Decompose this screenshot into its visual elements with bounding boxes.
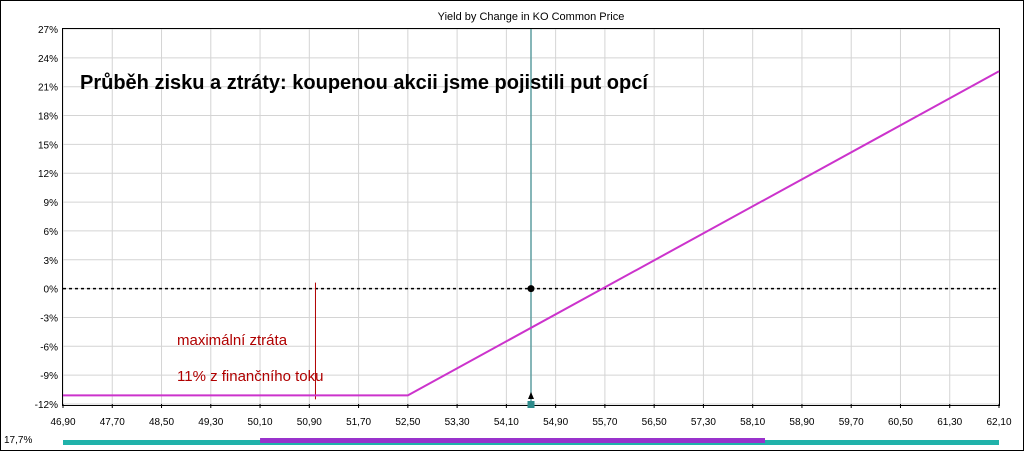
y-tick-label: 27% [38,25,58,36]
y-tick-label: -3% [40,313,58,324]
y-tick-label: 0% [44,285,59,296]
x-tick-label: 54,10 [494,417,519,428]
y-tick-label: 21% [38,83,58,94]
y-tick-label: 6% [44,227,59,238]
x-tick-label: 57,30 [691,417,716,428]
y-tick-label: 18% [38,112,58,123]
x-tick-label: 62,10 [986,417,1011,428]
y-tick-label: -9% [40,371,58,382]
y-tick-label: -6% [40,342,58,353]
y-tick-label: 15% [38,140,58,151]
y-tick-label: 3% [44,256,59,267]
x-tick-label: 46,90 [50,417,75,428]
x-tick-label: 55,70 [592,417,617,428]
loss-value-label: 11% z finančního toku [177,368,323,385]
x-tick-label: 54,90 [543,417,568,428]
y-tick-label: 24% [38,54,58,65]
current-price-arrow [528,392,534,399]
x-tick-label: 50,90 [297,417,322,428]
x-tick-label: 60,50 [888,417,913,428]
x-tick-label: 51,70 [346,417,371,428]
y-tick-label: 9% [44,198,59,209]
scrollbar-thumb[interactable] [260,438,765,443]
x-tick-label: 47,70 [100,417,125,428]
series-line-payoff [63,70,1000,397]
y-tick-label: 12% [38,169,58,180]
x-tick-label: 53,30 [445,417,470,428]
x-axis-ticks: 46,90 47,70 48,50 49,30 50,10 50,90 51,70 52,50… [50,404,1012,428]
x-tick-label: 59,70 [839,417,864,428]
x-tick-label: 58,90 [789,417,814,428]
y-tick-label: -12% [35,400,58,411]
current-yield-point [527,285,535,293]
loss-label: maximální ztráta [177,332,288,349]
x-tick-label: 49,30 [198,417,223,428]
corner-label: 17,7% [4,435,32,446]
x-tick-label: 50,10 [248,417,273,428]
chart-title: Yield by Change in KO Common Price [438,11,625,23]
x-tick-label: 52,50 [395,417,420,428]
current-price-marker[interactable] [527,401,535,408]
annotation-title: Průběh zisku a ztráty: koupenou akcii js… [80,72,649,94]
x-tick-label: 56,50 [642,417,667,428]
x-tick-label: 61,30 [937,417,962,428]
y-axis-ticks: 27% 24% 21% 18% 15% 12% 9% 6% 3% 0% -3% -6% -9% -12% [35,25,58,411]
x-tick-label: 58,10 [740,417,765,428]
x-tick-label: 48,50 [149,417,174,428]
